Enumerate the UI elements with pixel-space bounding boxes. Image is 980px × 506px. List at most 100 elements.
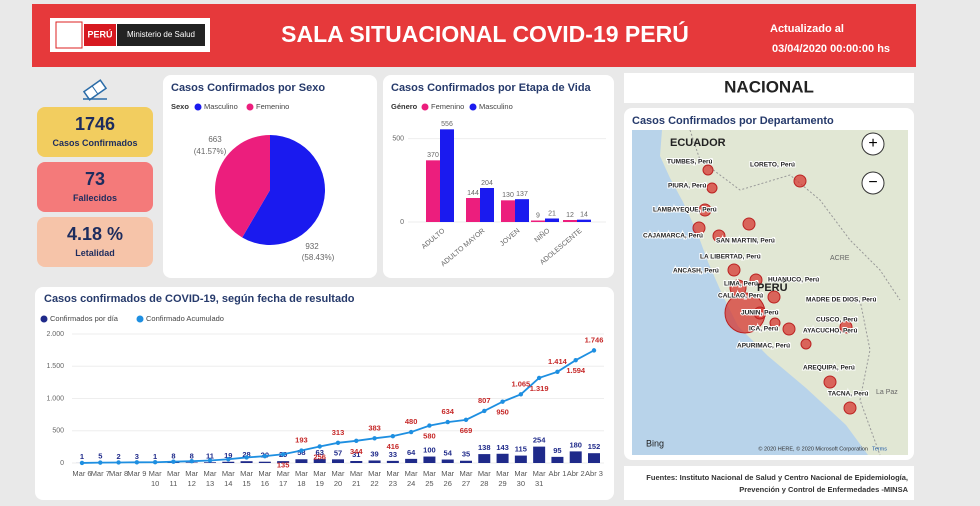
- map-country-label: La Paz: [876, 389, 898, 396]
- value-label: 95: [553, 446, 561, 455]
- value-label: 137: [516, 191, 528, 198]
- map-bubble: [823, 375, 837, 389]
- bar: [577, 219, 591, 222]
- x-tick-label: Mar 10: [148, 469, 162, 488]
- zoom-in-icon: +: [868, 135, 877, 152]
- map-bubble: [793, 174, 807, 188]
- point: [207, 458, 213, 463]
- value-label: 64: [407, 448, 416, 457]
- map-label: TACNA, Perú: [828, 391, 868, 398]
- bar: [441, 459, 454, 463]
- value-label: 1.414: [548, 357, 568, 366]
- map-layer: TUMBES, Perú LORETO, Perú PIURA, Perú LAMBA…: [642, 137, 898, 415]
- value-label: 1.065: [511, 379, 530, 388]
- legend-swatch: [246, 103, 254, 111]
- bar: [386, 460, 399, 463]
- y-tick-label: 1.000: [46, 395, 64, 402]
- x-tick-label: Mar 20: [331, 469, 345, 488]
- legend-title: Sexo: [171, 102, 189, 111]
- legend-swatch: [136, 315, 144, 323]
- value-label: 254: [533, 436, 546, 445]
- bar: [423, 456, 436, 463]
- x-tick-label: Mar 19: [313, 469, 327, 488]
- legend-label: Femenino: [256, 102, 289, 111]
- x-tick-label: Abr 1: [548, 469, 567, 478]
- point: [79, 460, 85, 466]
- point: [482, 408, 487, 414]
- border-line: [689, 129, 901, 301]
- value-label: 1.746: [585, 335, 604, 344]
- point: [573, 357, 578, 363]
- x-tick-label: Mar 8: [108, 469, 129, 478]
- bar: [563, 220, 577, 222]
- kpi-value: 1746: [74, 114, 116, 134]
- map-label: ICA, Perú: [749, 326, 778, 333]
- point: [244, 455, 249, 460]
- point: [390, 433, 396, 439]
- point: [445, 419, 450, 425]
- value-label: 31: [352, 450, 360, 459]
- zoom-out-icon: −: [868, 174, 877, 191]
- map-label: CALLAO, Perú: [718, 293, 763, 300]
- map-heading: NACIONAL: [724, 77, 814, 96]
- x-tick-label: Mar 22: [368, 469, 382, 488]
- map-label: ANCASH, Perú: [673, 268, 719, 275]
- map-bubble: [769, 317, 781, 329]
- zoom-in[interactable]: [861, 132, 885, 156]
- kpi-card: 1746 Casos Confirmados: [37, 107, 153, 157]
- x-tick-label: Mar 21: [349, 469, 363, 488]
- map-provider: Bing: [646, 438, 664, 448]
- bar: [551, 456, 564, 463]
- value-label: 33: [389, 450, 397, 459]
- value-label: 19: [224, 451, 232, 460]
- x-tick-label: Mar 30: [514, 469, 528, 488]
- map-label: AYACUCHO, Perú: [803, 328, 857, 335]
- map-bubble: [698, 203, 712, 217]
- value-label: 807: [478, 396, 491, 405]
- zoom-out[interactable]: [861, 171, 885, 195]
- value-label: 313: [332, 428, 345, 437]
- kpi-card: 73 Fallecidos: [37, 162, 153, 212]
- x-tick-label: Mar 7: [90, 469, 110, 478]
- point: [555, 369, 560, 374]
- heading-box: [624, 73, 914, 103]
- x-tick-label: Mar 25: [422, 469, 436, 488]
- bar: [332, 459, 344, 463]
- bar: [295, 459, 308, 463]
- eraser-icon[interactable]: [82, 79, 108, 101]
- value-label: 21: [548, 210, 556, 217]
- legend-swatch: [421, 103, 429, 111]
- legend-title: Género: [391, 102, 418, 111]
- value-label: 12: [566, 212, 574, 219]
- chart-title: Casos confirmados de COVID-19, según fec…: [44, 293, 355, 305]
- x-tick-label: Mar 9: [127, 469, 147, 478]
- x-tick-label: Mar 13: [203, 469, 217, 488]
- map-copyright: © 2020 HERE, © 2020 Microsoft Corporatio…: [758, 445, 868, 452]
- map-bubble: [727, 263, 741, 277]
- value-label: 8: [190, 451, 194, 460]
- point: [463, 417, 469, 423]
- map-bubble: [767, 290, 781, 304]
- pie-slice: [242, 135, 325, 245]
- value-label: 28: [242, 450, 250, 459]
- value-label: 204: [481, 180, 493, 187]
- bar: [313, 458, 326, 463]
- map-country-label: ACRE: [830, 255, 850, 262]
- kpi-label: Casos Confirmados: [52, 138, 138, 148]
- map-terms[interactable]: Terms: [872, 446, 887, 452]
- bar: [258, 461, 271, 463]
- point: [372, 436, 377, 441]
- map-bubble: [839, 320, 853, 334]
- value-label: 480: [405, 417, 418, 426]
- x-tick-label: Mar 14: [221, 469, 235, 488]
- bar: [466, 198, 480, 222]
- x-tick-label: Mar 24: [404, 469, 418, 488]
- bar: [545, 218, 559, 222]
- slice-percent: (41.57%): [194, 147, 227, 156]
- bar: [496, 453, 509, 463]
- value-label: 14: [580, 212, 588, 219]
- x-tick-label: Abr 2: [566, 469, 585, 478]
- value-label: 416: [387, 442, 400, 451]
- x-tick-label: Mar 17: [276, 469, 290, 488]
